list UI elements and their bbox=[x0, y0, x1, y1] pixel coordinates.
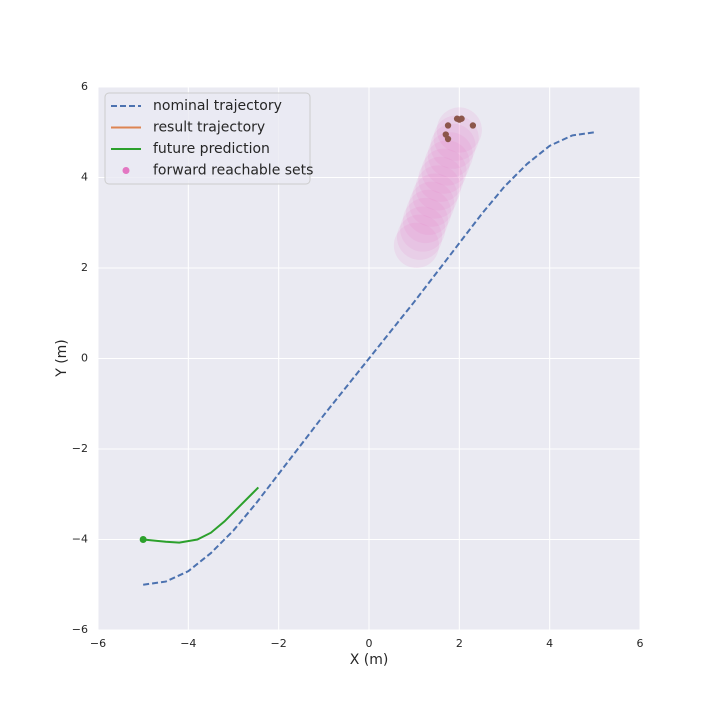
y-tick-label: 0 bbox=[81, 352, 88, 365]
y-tick-label: 2 bbox=[81, 261, 88, 274]
legend-label: nominal trajectory bbox=[153, 98, 282, 114]
scatter-point bbox=[412, 173, 458, 219]
y-tick-label: −4 bbox=[72, 533, 88, 546]
scatter-point bbox=[409, 181, 455, 227]
scatter-point bbox=[415, 165, 461, 211]
start-marker bbox=[139, 536, 147, 543]
scatter-point bbox=[444, 122, 452, 129]
legend-box bbox=[104, 92, 311, 185]
legend-marker bbox=[122, 167, 130, 174]
scatter-point bbox=[400, 206, 446, 252]
scatter-point bbox=[433, 115, 479, 161]
y-tick-label: −2 bbox=[72, 442, 88, 455]
scatter-point bbox=[424, 140, 470, 186]
scatter-point bbox=[402, 197, 449, 244]
y-tick-label: 6 bbox=[81, 80, 88, 93]
trajectory-line bbox=[143, 131, 595, 586]
scatter-point bbox=[397, 214, 443, 260]
y-axis-label: Y (m) bbox=[54, 339, 70, 378]
y-tick-label: −6 bbox=[72, 623, 88, 636]
scatter-point bbox=[418, 156, 464, 202]
y-tick-label: 4 bbox=[81, 171, 88, 184]
scatter-point bbox=[406, 189, 452, 235]
scatter-point bbox=[430, 123, 476, 169]
x-tick-label: 2 bbox=[456, 637, 463, 650]
legend-label: forward reachable sets bbox=[153, 163, 313, 179]
scatter-point bbox=[421, 148, 467, 194]
x-tick-label: 4 bbox=[546, 637, 553, 650]
scatter-point bbox=[436, 107, 482, 153]
x-tick-label: −4 bbox=[180, 637, 196, 650]
legend-label: result trajectory bbox=[153, 120, 265, 136]
scatter-point bbox=[427, 132, 473, 178]
scatter-point bbox=[469, 122, 477, 129]
trajectory-line bbox=[143, 486, 260, 544]
x-tick-label: −6 bbox=[90, 637, 106, 650]
x-tick-label: 6 bbox=[637, 637, 644, 650]
scatter-point bbox=[456, 116, 463, 123]
x-axis-label: X (m) bbox=[350, 652, 389, 668]
x-tick-label: 0 bbox=[366, 637, 373, 650]
scatter-point bbox=[444, 135, 452, 143]
scatter-point bbox=[393, 222, 440, 268]
legend-label: future prediction bbox=[153, 141, 270, 157]
x-tick-label: −2 bbox=[271, 637, 287, 650]
